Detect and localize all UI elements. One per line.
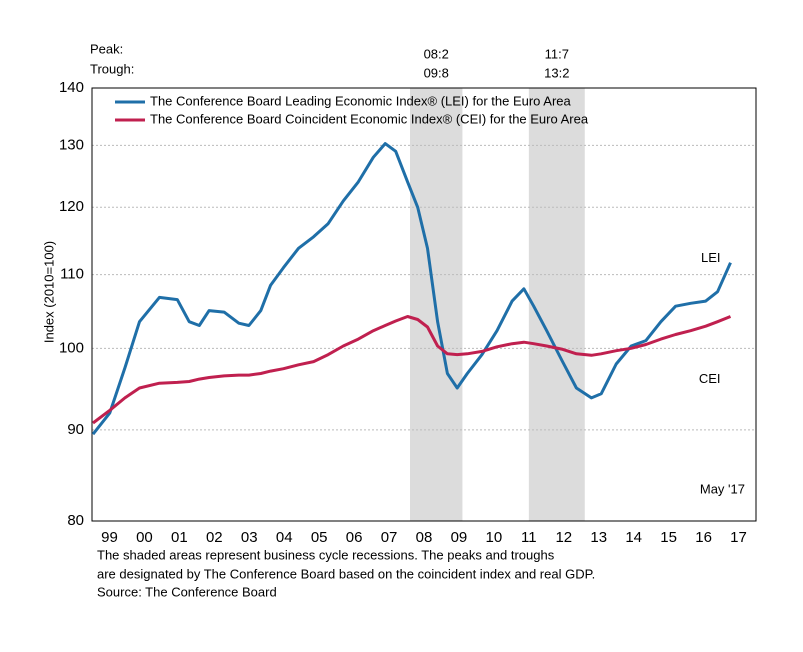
x-tick-label: 10 [486,529,503,546]
x-tick-label: 16 [695,529,712,546]
x-tick-label: 00 [136,529,153,546]
x-tick-label: 12 [555,529,572,546]
legend-label: The Conference Board Coincident Economic… [150,111,589,126]
x-tick-label: 99 [101,529,118,546]
y-tick-label: 80 [67,512,84,529]
x-tick-label: 17 [730,529,747,546]
series-line [92,315,732,425]
trough-date: 09:8 [424,65,449,80]
x-tick-label: 06 [346,529,363,546]
legend-label: The Conference Board Leading Economic In… [150,93,572,108]
recession-shade [528,88,585,521]
y-axis-label: Index (2010=100) [41,241,56,343]
x-tick-label: 03 [241,529,258,546]
footnote: are designated by The Conference Board b… [97,566,595,581]
plot-frame [91,87,757,522]
series-line [91,142,732,436]
y-tick-label: 100 [59,339,84,356]
peak-date: 08:2 [424,46,449,61]
footnote: Source: The Conference Board [97,584,277,599]
peak-label: Peak: [90,41,123,56]
x-tick-label: 04 [276,529,293,546]
x-tick-label: 11 [521,529,537,546]
x-tick-label: 01 [171,529,188,546]
peak-date: 11:7 [545,46,569,61]
x-tick-label: 07 [381,529,398,546]
x-tick-label: 08 [416,529,433,546]
x-tick-label: 15 [660,529,677,546]
series-label: LEI [701,250,721,265]
series-label: CEI [699,371,721,386]
x-tick-label: 13 [590,529,607,546]
x-tick-label: 14 [625,529,642,546]
footnote: The shaded areas represent business cycl… [97,547,555,562]
y-tick-label: 120 [59,198,84,215]
x-tick-label: 02 [206,529,223,546]
trough-label: Trough: [90,61,134,76]
y-tick-label: 90 [67,421,84,438]
y-tick-label: 110 [60,266,84,283]
date-note: May '17 [700,481,745,496]
y-tick-label: 140 [59,79,84,96]
y-tick-label: 130 [59,136,84,153]
trough-date: 13:2 [544,65,569,80]
x-tick-label: 09 [451,529,468,546]
x-tick-label: 05 [311,529,328,546]
